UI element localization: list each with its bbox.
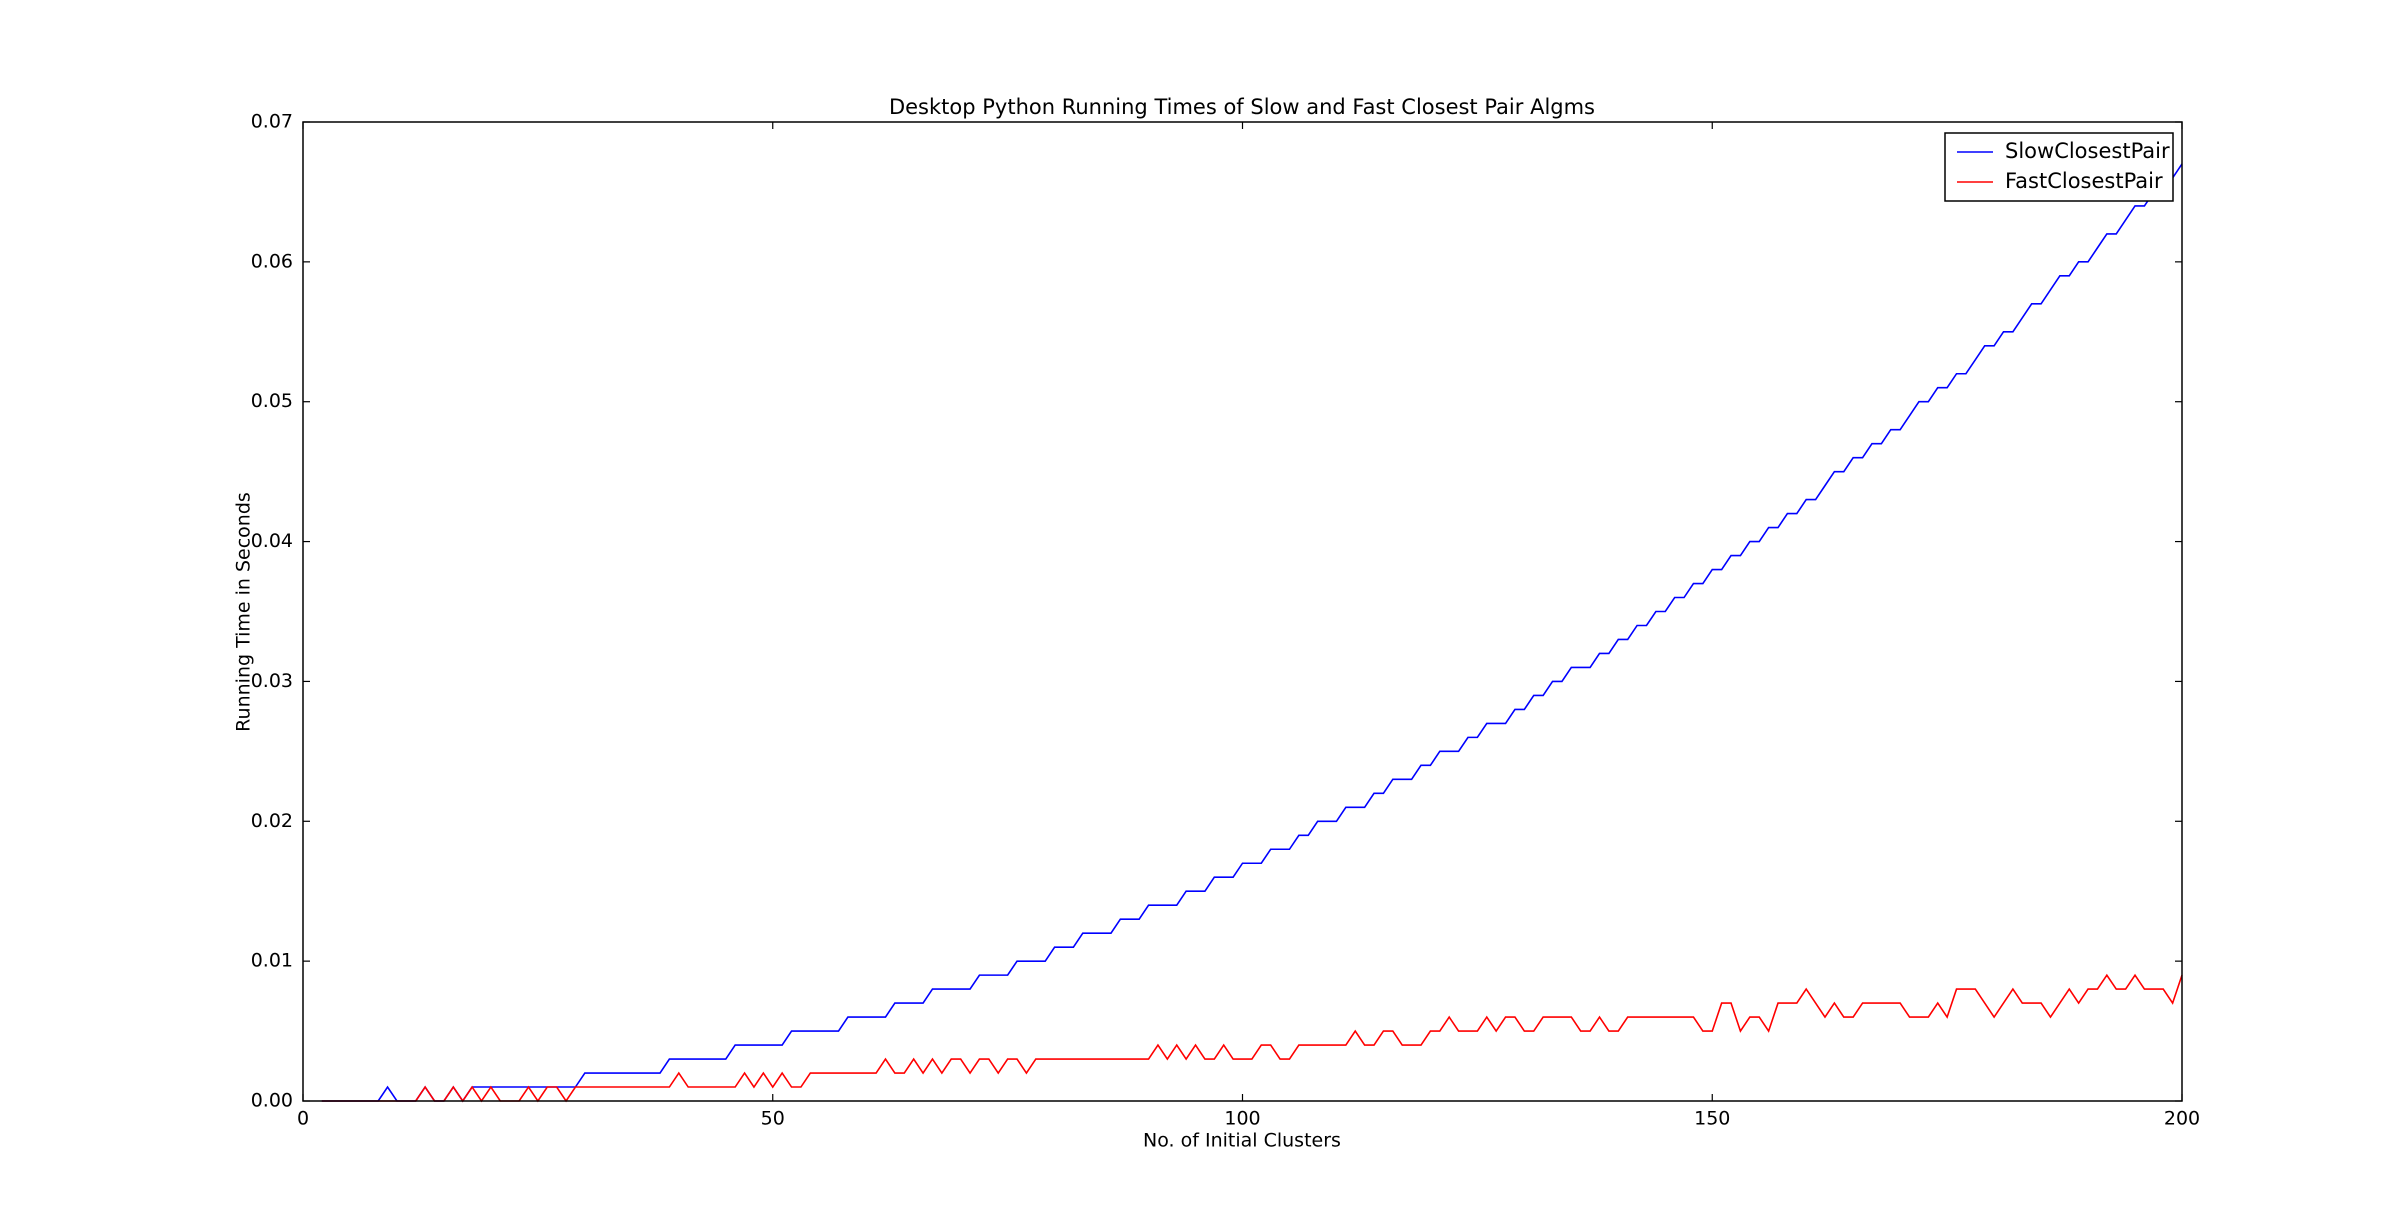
legend-label: FastClosestPair	[2005, 169, 2163, 193]
chart-title: Desktop Python Running Times of Slow and…	[889, 95, 1595, 119]
x-tick-label: 200	[2164, 1108, 2200, 1130]
y-tick-label: 0.00	[251, 1090, 293, 1112]
data-line	[321, 973, 2183, 1103]
legend: SlowClosestPair FastClosestPair	[1944, 132, 2174, 202]
y-tick-label: 0.02	[251, 810, 293, 832]
y-tick-label: 0.07	[251, 111, 293, 133]
legend-label: SlowClosestPair	[2005, 139, 2170, 163]
x-tick-label: 150	[1694, 1108, 1730, 1130]
plot-frame	[302, 121, 2183, 1102]
y-tick-label: 0.04	[251, 530, 293, 552]
legend-box	[1944, 132, 2174, 202]
y-tick-label: 0.01	[251, 950, 293, 972]
x-tick-label: 50	[761, 1108, 785, 1130]
x-tick-label: 100	[1224, 1108, 1260, 1130]
y-axis-label: Running Time in Seconds	[233, 492, 255, 732]
x-axis-label: No. of Initial Clusters	[1143, 1130, 1341, 1152]
y-tick-label: 0.06	[251, 250, 293, 272]
x-tick-label: 0	[297, 1108, 309, 1130]
y-tick-label: 0.03	[251, 670, 293, 692]
y-tick-label: 0.05	[251, 390, 293, 412]
data-line	[321, 163, 2183, 1103]
